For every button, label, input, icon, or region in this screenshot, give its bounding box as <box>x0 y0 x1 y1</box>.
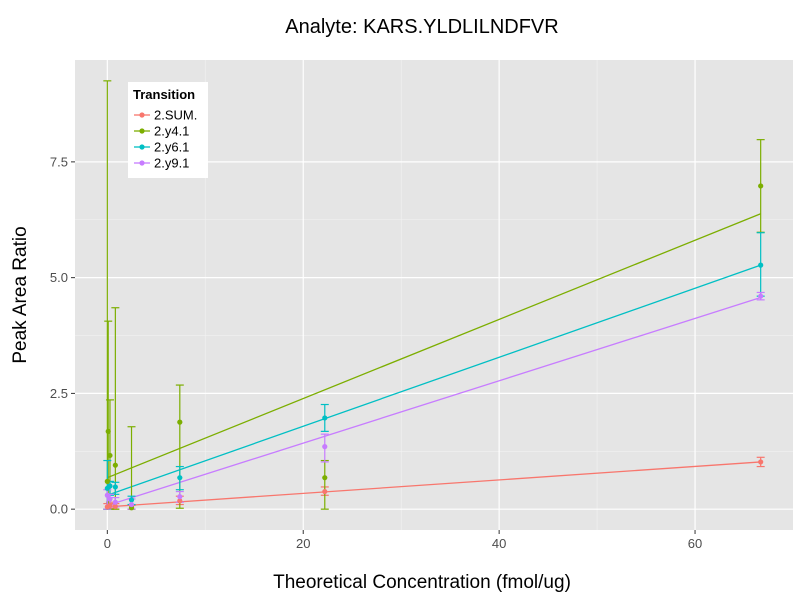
y-axis-title: Peak Area Ratio <box>10 226 31 363</box>
error-bar <box>111 307 120 510</box>
data-point <box>128 497 135 503</box>
y-tick-label: 5.0 <box>50 270 68 285</box>
legend-key-point <box>139 128 145 134</box>
data-points <box>104 183 764 511</box>
data-point <box>128 501 135 508</box>
data-point <box>758 262 764 268</box>
chart-title: Analyte: KARS.YLDLILNDFVR <box>285 16 558 38</box>
data-point <box>107 496 113 502</box>
legend-label: 2.y9.1 <box>154 156 189 171</box>
data-point <box>758 183 764 189</box>
legend-item: 2.y4.1 <box>134 124 189 139</box>
legend-label: 2.y4.1 <box>154 124 189 139</box>
data-point <box>177 494 183 500</box>
data-point <box>177 475 183 481</box>
x-axis-title: Theoretical Concentration (fmol/ug) <box>273 572 571 593</box>
y-tick-label: 0.0 <box>50 502 68 517</box>
x-tick-label: 20 <box>296 536 310 551</box>
data-point <box>758 459 764 465</box>
fit-line <box>107 296 761 507</box>
fit-line <box>107 264 761 496</box>
fit-line <box>107 213 761 479</box>
legend-title: Transition <box>133 87 195 102</box>
data-point <box>107 452 113 459</box>
legend-item: 2.y6.1 <box>134 140 189 155</box>
x-tick-label: 40 <box>492 536 506 551</box>
y-tick-label: 2.5 <box>50 386 68 401</box>
data-point <box>105 428 111 434</box>
data-point <box>112 462 118 468</box>
fit-line <box>107 461 761 508</box>
legend-key-point <box>139 160 145 166</box>
data-point <box>104 478 110 484</box>
axes: 0 20 40 60 0.0 2.5 5.0 7.5 <box>50 154 702 551</box>
data-point <box>322 475 328 481</box>
data-point <box>177 419 183 425</box>
x-tick-label: 60 <box>688 536 702 551</box>
legend-key-point <box>139 112 145 118</box>
legend-item: 2.y9.1 <box>134 156 189 171</box>
data-point <box>104 492 110 498</box>
data-point <box>177 498 183 504</box>
data-point <box>112 503 118 509</box>
data-point <box>322 415 328 421</box>
legend-key-point <box>139 144 145 150</box>
data-point <box>322 488 328 495</box>
legend: Transition 2.SUM.2.y4.12.y6.12.y9.1 <box>128 82 208 178</box>
data-point <box>112 499 118 505</box>
data-point <box>107 483 113 489</box>
legend-label: 2.y6.1 <box>154 140 189 155</box>
data-point <box>107 502 113 509</box>
y-tick-label: 7.5 <box>50 154 68 169</box>
error-bars <box>103 80 765 510</box>
regression-lines <box>107 213 761 508</box>
data-point <box>758 293 764 299</box>
x-tick-label: 0 <box>104 536 111 551</box>
data-point <box>112 484 118 490</box>
legend-item: 2.SUM. <box>134 108 197 123</box>
grid-lines <box>75 60 793 530</box>
legend-label: 2.SUM. <box>154 108 197 123</box>
data-point <box>322 444 328 450</box>
